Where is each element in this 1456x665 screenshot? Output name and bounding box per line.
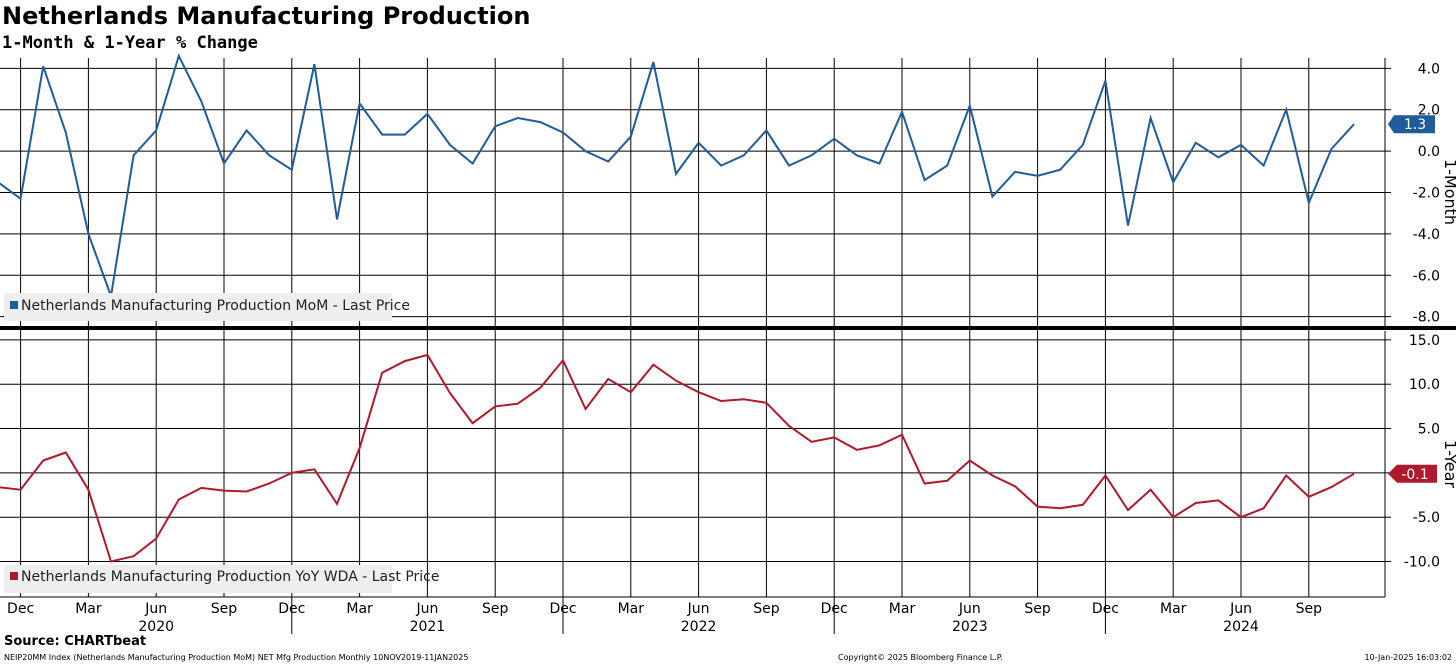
last-value-tag xyxy=(1388,115,1435,134)
series-line xyxy=(0,353,1355,563)
x-year-label: 2023 xyxy=(952,619,988,635)
x-year-label: 2021 xyxy=(410,619,446,635)
series-line xyxy=(0,53,1355,300)
x-tick-label: Sep xyxy=(753,601,780,617)
y-tick-label: 4.0 xyxy=(1418,61,1440,77)
y-tick-label: 10.0 xyxy=(1409,377,1440,393)
x-tick-label: Mar xyxy=(618,601,645,617)
x-tick-label: Sep xyxy=(482,601,509,617)
x-tick-label: Mar xyxy=(75,601,102,617)
x-tick-label: Jun xyxy=(687,601,710,617)
y-tick-label: -5.0 xyxy=(1413,510,1440,526)
footer-timestamp: 10-Jan-2025 16:03:02 xyxy=(1364,653,1452,662)
last-value-label: -0.1 xyxy=(1401,467,1428,483)
x-tick-label: Mar xyxy=(346,601,373,617)
legend-label: Netherlands Manufacturing Production YoY… xyxy=(21,569,439,585)
legend-swatch xyxy=(10,301,18,309)
x-tick-label: Sep xyxy=(1296,601,1323,617)
x-tick-label: Sep xyxy=(211,601,238,617)
panel-divider xyxy=(0,326,1456,330)
x-tick-label: Mar xyxy=(1160,601,1187,617)
y-tick-label: 0.0 xyxy=(1418,144,1440,160)
y-tick-label: -10.0 xyxy=(1404,555,1440,571)
x-year-label: 2022 xyxy=(681,619,717,635)
x-tick-label: Dec xyxy=(7,601,34,617)
x-tick-label: Sep xyxy=(1024,601,1051,617)
y-axis-title: 1-Month xyxy=(1441,159,1456,225)
source-note: Source: CHARTbeat xyxy=(4,634,147,649)
x-tick-label: Jun xyxy=(415,601,438,617)
chart-title: Netherlands Manufacturing Production xyxy=(2,2,531,30)
y-tick-label: -4.0 xyxy=(1413,227,1440,243)
x-tick-label: Jun xyxy=(958,601,981,617)
last-value-label: 1.3 xyxy=(1404,117,1426,133)
y-tick-label: 5.0 xyxy=(1418,422,1440,438)
legend-box xyxy=(4,565,392,593)
y-axis-title: 1-Year xyxy=(1441,440,1456,488)
y-tick-label: -8.0 xyxy=(1413,310,1440,326)
last-value-tag xyxy=(1388,464,1437,483)
legend-label: Netherlands Manufacturing Production MoM… xyxy=(21,298,410,314)
x-year-label: 2024 xyxy=(1223,619,1259,635)
footer-copyright: Copyright© 2025 Bloomberg Finance L.P. xyxy=(838,653,1003,662)
y-tick-label: -2.0 xyxy=(1413,186,1440,202)
y-tick-label: 2.0 xyxy=(1418,103,1440,119)
y-tick-label: -6.0 xyxy=(1413,268,1440,284)
x-tick-label: Jun xyxy=(144,601,167,617)
chart-subtitle: 1-Month & 1-Year % Change xyxy=(2,33,258,53)
x-year-label: 2020 xyxy=(138,619,174,635)
y-tick-label: 15.0 xyxy=(1409,333,1440,349)
footer-index-note: NEIP20MM Index (Netherlands Manufacturin… xyxy=(4,653,469,662)
legend-swatch xyxy=(10,572,18,580)
x-tick-label: Mar xyxy=(889,601,916,617)
x-tick-label: Jun xyxy=(1229,601,1252,617)
legend-box xyxy=(4,293,392,321)
